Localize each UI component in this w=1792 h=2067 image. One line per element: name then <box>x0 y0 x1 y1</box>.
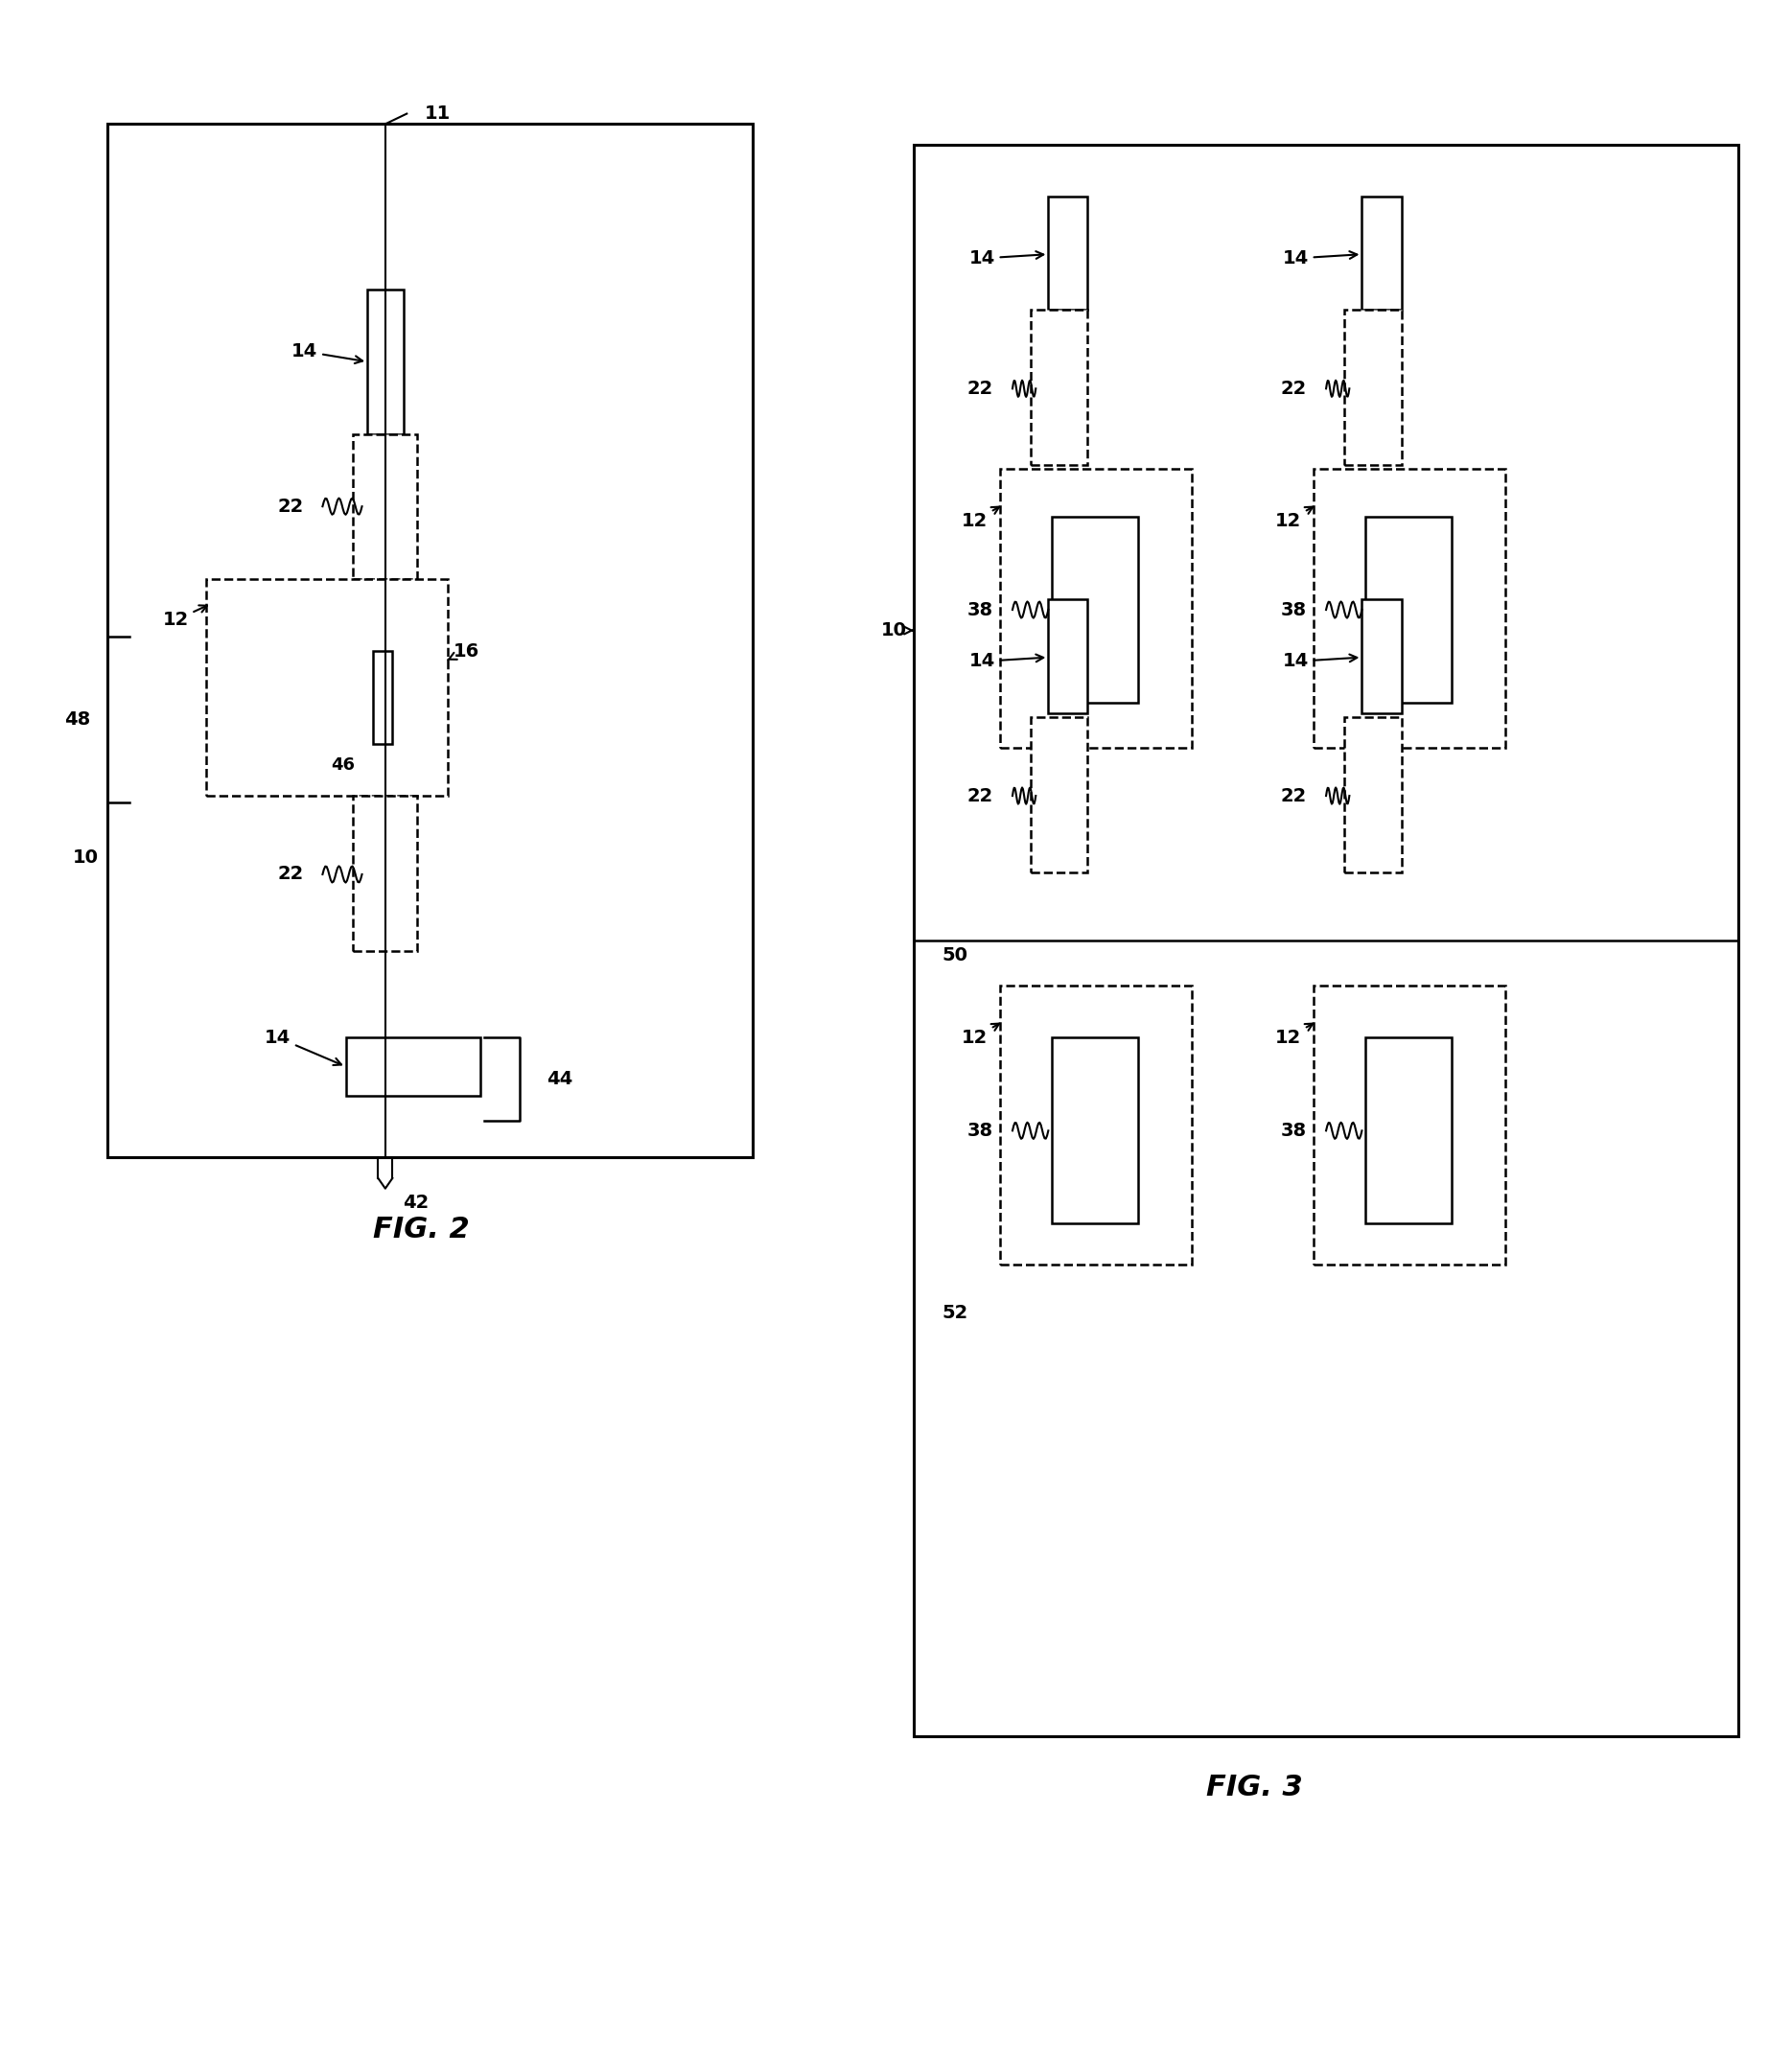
Text: 10: 10 <box>73 850 99 866</box>
Text: 22: 22 <box>968 788 993 804</box>
Text: 22: 22 <box>1281 788 1306 804</box>
Text: 42: 42 <box>403 1195 430 1211</box>
Bar <box>1048 599 1088 713</box>
Text: 12: 12 <box>1276 1023 1314 1046</box>
Bar <box>1362 196 1401 310</box>
Bar <box>1344 717 1401 872</box>
Bar <box>346 1038 480 1096</box>
Text: 38: 38 <box>968 1122 993 1139</box>
Text: 12: 12 <box>962 1023 1000 1046</box>
Bar <box>206 579 448 796</box>
Bar <box>367 289 403 434</box>
Bar <box>1000 469 1192 748</box>
Text: 50: 50 <box>943 947 968 963</box>
Text: 11: 11 <box>425 105 452 122</box>
Text: 22: 22 <box>1281 380 1306 397</box>
Text: 48: 48 <box>65 711 90 728</box>
Bar <box>353 434 418 579</box>
Bar <box>1314 469 1505 748</box>
Text: 14: 14 <box>265 1029 340 1065</box>
Text: 12: 12 <box>1276 506 1314 529</box>
Text: 12: 12 <box>962 506 1000 529</box>
Text: 22: 22 <box>278 866 303 883</box>
Bar <box>1366 1038 1452 1224</box>
Text: 12: 12 <box>163 606 208 628</box>
Bar <box>353 796 418 951</box>
Text: 22: 22 <box>968 380 993 397</box>
Text: 38: 38 <box>1281 601 1306 618</box>
Bar <box>1052 1038 1138 1224</box>
Bar <box>1030 717 1088 872</box>
Text: 14: 14 <box>1283 250 1357 267</box>
Bar <box>1366 517 1452 703</box>
Bar <box>1030 310 1088 465</box>
Bar <box>108 124 753 1158</box>
Text: 52: 52 <box>943 1304 968 1321</box>
Text: 44: 44 <box>547 1071 573 1087</box>
Bar <box>1314 986 1505 1265</box>
Text: 14: 14 <box>1283 653 1357 670</box>
Bar <box>1344 310 1401 465</box>
Bar <box>1048 196 1088 310</box>
Bar <box>1000 986 1192 1265</box>
Text: 16: 16 <box>448 643 478 659</box>
Bar <box>1362 599 1401 713</box>
Text: 14: 14 <box>969 250 1043 267</box>
Text: FIG. 3: FIG. 3 <box>1206 1773 1303 1802</box>
Text: 14: 14 <box>292 343 362 364</box>
Text: 10: 10 <box>882 622 912 639</box>
Text: 22: 22 <box>278 498 303 515</box>
Bar <box>373 651 392 744</box>
Text: FIG. 2: FIG. 2 <box>373 1215 470 1244</box>
Text: 38: 38 <box>968 601 993 618</box>
Bar <box>1052 517 1138 703</box>
Text: 46: 46 <box>332 757 355 773</box>
Text: 14: 14 <box>969 653 1043 670</box>
Text: 38: 38 <box>1281 1122 1306 1139</box>
Bar <box>914 145 1738 1736</box>
